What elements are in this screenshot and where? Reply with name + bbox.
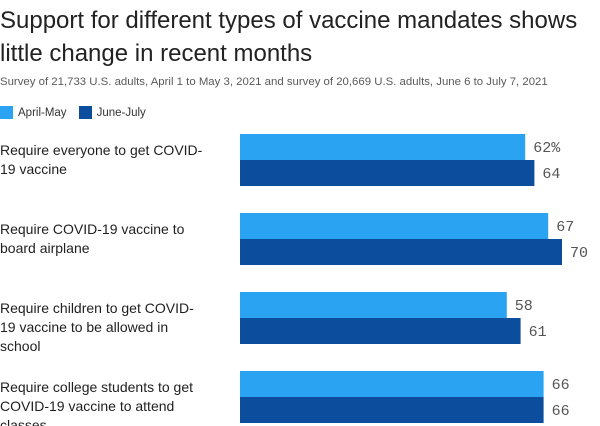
bar-june-july [240, 160, 535, 186]
bar-april-may [240, 292, 507, 318]
chart-title: Support for different types of vaccine m… [0, 7, 578, 67]
bar-june-july [240, 318, 521, 344]
category-label: Require COVID-19 vaccine to board airplan… [0, 221, 185, 256]
chart-legend: April-May June-July [0, 106, 158, 119]
bar-group: Require college students to get COVID-19 … [0, 371, 570, 426]
bar-april-may [240, 371, 544, 397]
legend-item-june-july: June-July [78, 106, 146, 119]
category-label: Require children to get COVID-19 vaccine… [0, 300, 194, 354]
category-label: Require college students to get COVID-19 … [0, 379, 193, 426]
bar-june-july [240, 397, 544, 423]
category-label: Require everyone to get COVID-19 vaccine [0, 142, 203, 177]
legend-label-june-july: June-July [96, 106, 146, 119]
data-label: 58 [515, 298, 533, 315]
chart-subtitle: Survey of 21,733 U.S. adults, April 1 to… [0, 76, 548, 88]
data-label: 66 [552, 377, 570, 394]
legend-item-april-may: April-May [0, 106, 67, 119]
data-label: 67 [556, 219, 574, 236]
data-label: 64 [542, 166, 560, 183]
bar-june-july [240, 239, 562, 265]
data-label: 66 [552, 403, 570, 420]
data-label: 70 [570, 245, 588, 262]
data-label: 62% [533, 140, 561, 157]
legend-swatch-april-may [0, 106, 13, 119]
bar-chart: Require everyone to get COVID-19 vaccine… [0, 134, 588, 426]
legend-swatch-june-july [78, 106, 92, 119]
bar-group: Require children to get COVID-19 vaccine… [0, 292, 547, 354]
legend-label-april-may: April-May [18, 106, 67, 119]
bar-group: Require everyone to get COVID-19 vaccine… [0, 134, 561, 186]
bar-april-may [240, 213, 549, 239]
data-label: 61 [529, 324, 547, 341]
bar-april-may [240, 134, 526, 160]
bar-group: Require COVID-19 vaccine to board airplan… [0, 213, 588, 265]
